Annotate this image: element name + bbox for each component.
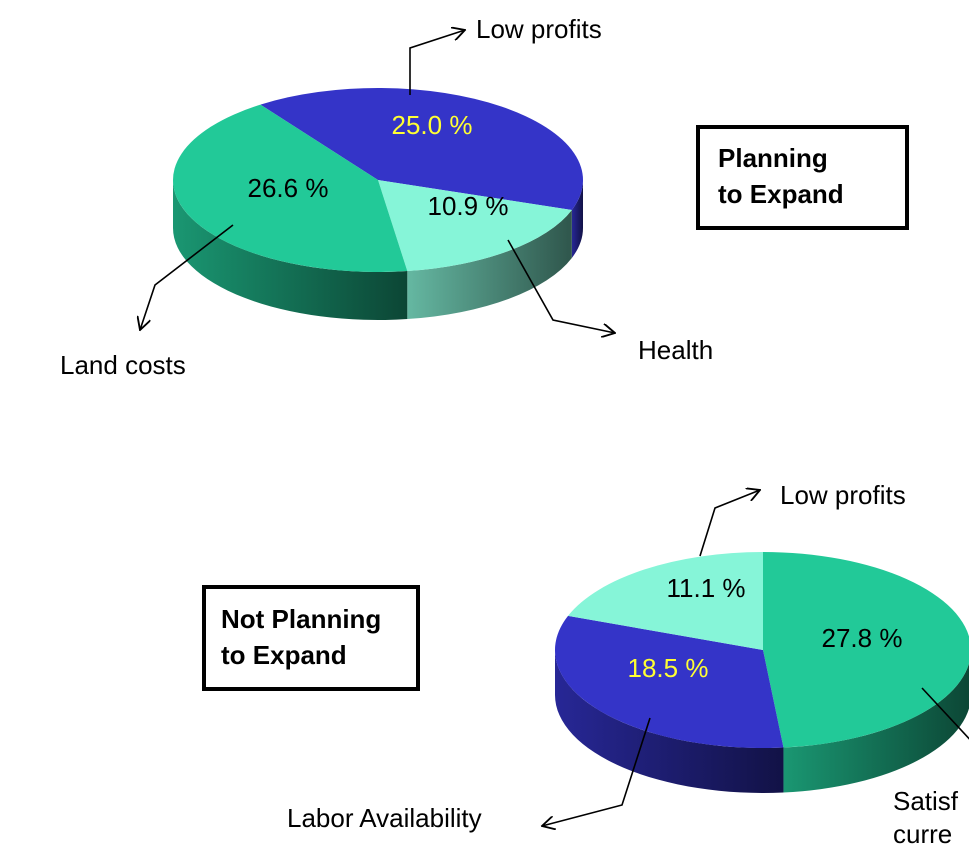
- slice: [172, 104, 408, 273]
- slice-side: [571, 180, 583, 258]
- value-label: 10.9 %: [428, 191, 509, 221]
- slice: [378, 180, 572, 272]
- leader-arrow: [507, 239, 615, 333]
- category-label: Satisf: [893, 786, 959, 816]
- slice-side: [555, 650, 784, 793]
- slice-side: [173, 180, 408, 321]
- leader-arrow: [921, 687, 969, 740]
- annotation-box: [202, 585, 420, 691]
- slice: [568, 552, 763, 650]
- pies: [172, 88, 969, 793]
- slice: [260, 88, 583, 210]
- leader-arrow: [542, 717, 651, 826]
- annotation: to Expand: [221, 640, 347, 670]
- category-label: Labor Availability: [287, 803, 482, 833]
- leader-arrow: [409, 30, 465, 95]
- value-label: 25.0 %: [392, 110, 473, 140]
- category-label: Low profits: [476, 14, 602, 44]
- category-label: Health: [638, 335, 713, 365]
- leader-arrow: [140, 224, 234, 330]
- slice-side: [407, 209, 572, 320]
- annotation: to Expand: [718, 179, 844, 209]
- slice: [555, 615, 784, 748]
- value-label: 18.5 %: [628, 653, 709, 683]
- slice-side: [783, 663, 969, 793]
- category-label: curre: [893, 819, 952, 849]
- annotation: Not Planning: [221, 604, 381, 634]
- value-label: 27.8 %: [822, 623, 903, 653]
- annotation-box: [696, 125, 909, 230]
- leader-arrow: [699, 490, 760, 557]
- value-label: 11.1 %: [666, 573, 745, 603]
- category-label: Land costs: [60, 350, 186, 380]
- category-label: Low profits: [780, 480, 906, 510]
- annotation: Planning: [718, 143, 828, 173]
- slice: [763, 552, 969, 748]
- value-label: 26.6 %: [248, 173, 329, 203]
